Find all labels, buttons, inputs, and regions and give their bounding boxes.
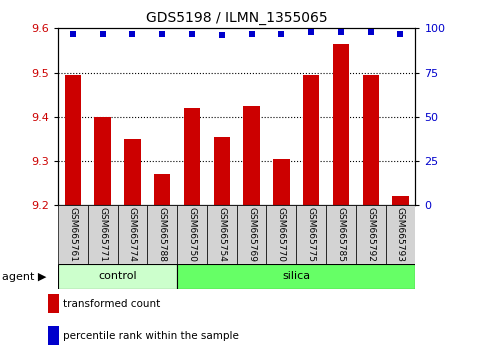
Text: GSM665750: GSM665750 bbox=[187, 207, 197, 262]
Bar bbox=[154, 175, 170, 205]
Point bbox=[69, 31, 77, 36]
Text: silica: silica bbox=[282, 272, 310, 281]
Text: transformed count: transformed count bbox=[63, 299, 160, 309]
Bar bbox=[177, 205, 207, 264]
Text: GSM665761: GSM665761 bbox=[69, 207, 77, 262]
Bar bbox=[237, 205, 267, 264]
Bar bbox=[333, 44, 349, 205]
Text: GSM665785: GSM665785 bbox=[337, 207, 345, 262]
Text: GSM665792: GSM665792 bbox=[366, 207, 375, 262]
Bar bbox=[88, 205, 117, 264]
Bar bbox=[58, 205, 88, 264]
Point bbox=[397, 31, 404, 36]
Bar bbox=[177, 264, 415, 289]
Point bbox=[278, 31, 285, 36]
Bar bbox=[184, 108, 200, 205]
Text: GSM665770: GSM665770 bbox=[277, 207, 286, 262]
Text: control: control bbox=[98, 272, 137, 281]
Point bbox=[218, 33, 226, 38]
Text: GSM665769: GSM665769 bbox=[247, 207, 256, 262]
Bar bbox=[273, 159, 289, 205]
Point bbox=[158, 31, 166, 36]
Text: GSM665754: GSM665754 bbox=[217, 207, 226, 262]
Point bbox=[99, 31, 107, 36]
Bar bbox=[392, 196, 409, 205]
Text: GSM665788: GSM665788 bbox=[158, 207, 167, 262]
Point bbox=[307, 29, 315, 35]
Text: percentile rank within the sample: percentile rank within the sample bbox=[63, 331, 239, 341]
Bar bbox=[385, 205, 415, 264]
Text: GSM665775: GSM665775 bbox=[307, 207, 315, 262]
Point bbox=[337, 29, 345, 35]
Bar bbox=[207, 205, 237, 264]
Bar bbox=[213, 137, 230, 205]
Text: agent ▶: agent ▶ bbox=[2, 272, 47, 282]
Point bbox=[367, 29, 375, 35]
Text: GSM665774: GSM665774 bbox=[128, 207, 137, 262]
Point bbox=[248, 31, 256, 36]
Text: GSM665793: GSM665793 bbox=[396, 207, 405, 262]
Bar bbox=[326, 205, 356, 264]
Bar bbox=[95, 117, 111, 205]
Bar bbox=[58, 264, 177, 289]
Text: GSM665771: GSM665771 bbox=[98, 207, 107, 262]
Bar bbox=[363, 75, 379, 205]
Bar bbox=[356, 205, 385, 264]
Bar bbox=[243, 106, 260, 205]
Title: GDS5198 / ILMN_1355065: GDS5198 / ILMN_1355065 bbox=[146, 11, 327, 24]
Point bbox=[128, 31, 136, 36]
Bar bbox=[124, 139, 141, 205]
Bar bbox=[303, 75, 319, 205]
Bar bbox=[296, 205, 326, 264]
Point bbox=[188, 31, 196, 36]
Bar bbox=[117, 205, 147, 264]
Bar bbox=[147, 205, 177, 264]
Bar bbox=[65, 75, 81, 205]
Bar bbox=[267, 205, 296, 264]
